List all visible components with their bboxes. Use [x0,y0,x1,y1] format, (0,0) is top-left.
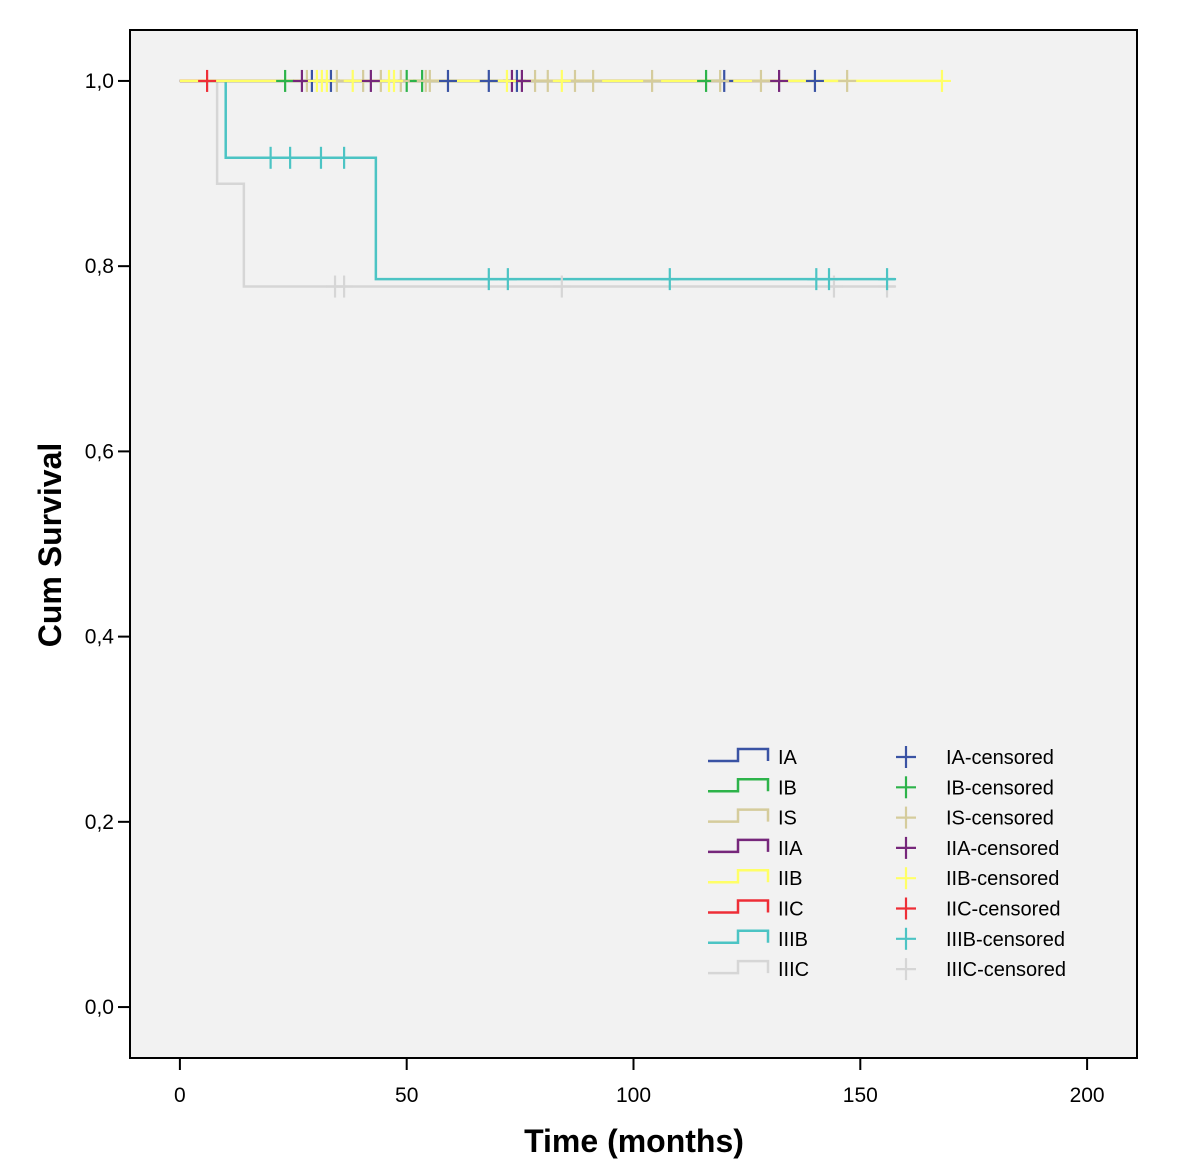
legend-censored-label: IIC-censored [946,899,1061,921]
censor-mark-IA [438,69,457,92]
censor-mark-IIB [317,69,336,92]
legend-line-symbol [708,747,770,763]
censor-mark-IIB [932,69,951,92]
censor-mark-IIIB [311,146,330,169]
legend-label: IIIC [778,959,809,981]
x-tick-label: 100 [616,1084,651,1107]
censor-mark-IS [420,69,439,92]
x-axis-title: Time (months) [524,1123,744,1159]
legend-censored-label: IS-censored [946,808,1054,830]
legend-item-IIIC: IIIC IIIC-censored [708,958,1066,981]
censor-mark-IB [276,69,295,92]
y-tick-label: 0,6 [85,440,114,463]
censor-mark-IA [479,69,498,92]
legend-label: IS [778,808,797,830]
legend-item-IS: IS IS-censored [708,806,1054,830]
legend-label: IIIB [778,929,808,951]
legend-label: IA [778,747,798,769]
censor-mark-IIIB [660,268,679,291]
censor-mark-IIB [384,69,403,92]
censor-mark-IIC [198,69,217,92]
legend-item-IIB: IIB IIB-censored [708,867,1059,890]
x-tick-label: 0 [174,1084,186,1107]
legend-item-IB: IB IB-censored [708,776,1054,799]
legend-line-symbol [708,868,770,884]
censor-mark-IIIB [261,146,280,169]
y-tick-label: 0,8 [85,255,114,278]
legend-censored-label: IIIC-censored [946,959,1066,981]
censor-mark-IS [838,69,857,92]
censor-mark-IIIB [820,268,839,291]
censor-mark-IIIB [335,146,354,169]
legend-item-IIIB: IIIB IIIB-censored [708,927,1065,951]
censor-mark-IIA [770,69,789,92]
censor-mark-IS [584,69,603,92]
legend-censored-label: IIA-censored [946,838,1059,860]
legend-censored-label: IB-censored [946,777,1054,799]
legend-line-symbol [708,899,770,914]
legend-line-symbol [708,778,770,793]
legend-item-IIA: IIA IIA-censored [708,836,1059,860]
censor-mark-IS [711,69,730,92]
y-tick-label: 0,2 [85,811,114,834]
legend-line-symbol [708,838,770,854]
legend-label: IB [778,777,797,799]
legend-line-symbol [708,808,770,823]
legend-item-IA: IA IA-censored [708,746,1054,769]
censor-mark-IIIB [498,268,517,291]
x-tick-label: 50 [395,1084,418,1107]
y-tick-label: 1,0 [85,70,114,93]
censor-mark-IIIB [878,268,897,291]
plot-area [129,29,1138,1059]
censor-mark-IIIB [281,146,300,169]
y-tick-label: 0,4 [85,626,115,649]
legend-line-symbol [708,959,770,975]
censor-mark-IIIC [335,275,354,298]
censor-mark-IIB [343,69,362,92]
censor-mark-IIIB [479,268,498,291]
censor-mark-IIB [552,69,571,92]
x-tick-label: 150 [843,1084,878,1107]
censor-mark-IIIC [552,275,571,298]
legend-label: IIC [778,899,804,921]
legend-line-symbol [708,929,770,945]
y-tick-label: 0,0 [85,996,114,1019]
legend-item-IIC: IIC IIC-censored [708,897,1061,921]
legend-censored-label: IA-censored [946,747,1054,769]
legend-label: IIB [778,868,802,890]
censor-mark-IIB [497,69,516,92]
legend-censored-label: IIB-censored [946,868,1059,890]
censor-mark-IS [751,69,770,92]
y-axis-title: Cum Survival [32,443,68,648]
legend-label: IIA [778,838,803,860]
x-tick-label: 200 [1070,1084,1105,1107]
censor-mark-IS [643,69,662,92]
legend-censored-label: IIIB-censored [946,929,1065,951]
censor-mark-IA [805,69,824,92]
censor-mark-IIA [361,69,380,92]
